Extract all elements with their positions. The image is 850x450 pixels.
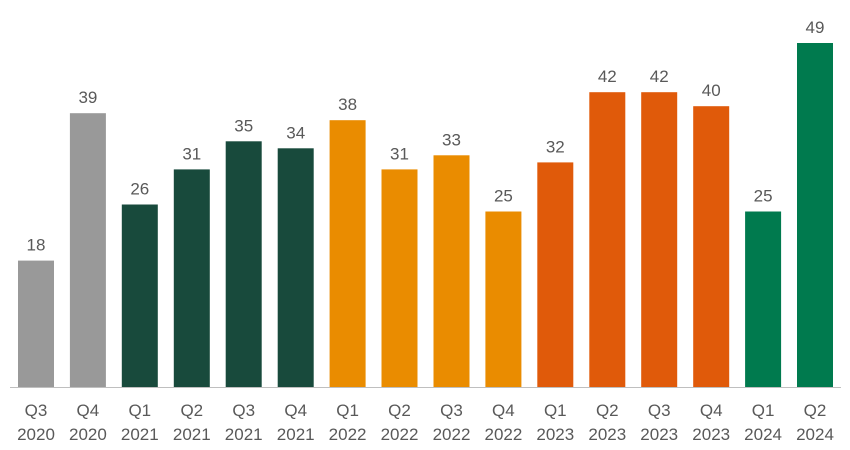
bar-q3-2020 xyxy=(18,260,54,387)
x-tick-label: Q4 2020 xyxy=(69,401,107,444)
bar-q1-2021 xyxy=(121,204,158,387)
x-tick-label: Q4 2023 xyxy=(692,401,730,444)
bar-q3-2021 xyxy=(225,141,262,387)
bar-q4-2023 xyxy=(693,106,730,387)
x-tick-label: Q3 2022 xyxy=(433,401,471,444)
x-tick-labels-group: Q3 2020 Q4 2020 Q1 2021 Q2 2021 Q3 2021 Q4 2021 Q1 20… xyxy=(17,401,834,444)
value-label: 42 xyxy=(650,67,669,86)
bar-q1-2023 xyxy=(537,162,574,387)
bar-q4-2021 xyxy=(277,148,314,387)
x-tick-label: Q1 2021 xyxy=(121,401,159,444)
bar-q1-2022 xyxy=(329,120,366,387)
x-tick-label: Q1 2024 xyxy=(744,401,782,444)
x-tick-label: Q3 2023 xyxy=(640,401,678,444)
bar-q2-2024 xyxy=(797,43,833,387)
value-label: 38 xyxy=(338,95,357,114)
x-tick-label: Q4 2022 xyxy=(484,401,522,444)
x-tick-label: Q1 2023 xyxy=(536,401,574,444)
value-label: 42 xyxy=(598,67,617,86)
x-tick-label: Q3 2020 xyxy=(17,401,55,444)
value-label: 40 xyxy=(702,81,721,100)
x-tick-label: Q4 2021 xyxy=(277,401,315,444)
value-label: 25 xyxy=(494,187,513,206)
value-label: 25 xyxy=(754,187,773,206)
value-label: 34 xyxy=(286,123,305,142)
value-label: 49 xyxy=(806,18,825,37)
bar-q4-2022 xyxy=(485,211,522,387)
bar-q3-2023 xyxy=(641,92,678,387)
bar-q2-2022 xyxy=(381,169,418,387)
value-label: 26 xyxy=(130,180,149,199)
bar-q2-2021 xyxy=(173,169,210,387)
value-label: 35 xyxy=(234,116,253,135)
value-labels-group: 18 39 26 31 35 34 38 31 33 25 32 42 42 40 25 49 xyxy=(27,18,825,255)
value-label: 32 xyxy=(546,137,565,156)
bar-q4-2020 xyxy=(69,113,106,387)
bar-q2-2023 xyxy=(589,92,626,387)
x-tick-label: Q2 2024 xyxy=(796,401,834,444)
value-label: 31 xyxy=(390,144,409,163)
x-tick-label: Q2 2022 xyxy=(381,401,419,444)
x-tick-label: Q1 2022 xyxy=(329,401,367,444)
x-tick-label: Q2 2023 xyxy=(588,401,626,444)
value-label: 31 xyxy=(182,144,201,163)
value-label: 39 xyxy=(78,88,97,107)
x-tick-label: Q3 2021 xyxy=(225,401,263,444)
value-label: 33 xyxy=(442,130,461,149)
bars-group xyxy=(18,43,833,387)
bar-q3-2022 xyxy=(433,155,470,387)
value-label: 18 xyxy=(27,236,46,255)
x-tick-label: Q2 2021 xyxy=(173,401,211,444)
bar-q1-2024 xyxy=(745,211,782,387)
